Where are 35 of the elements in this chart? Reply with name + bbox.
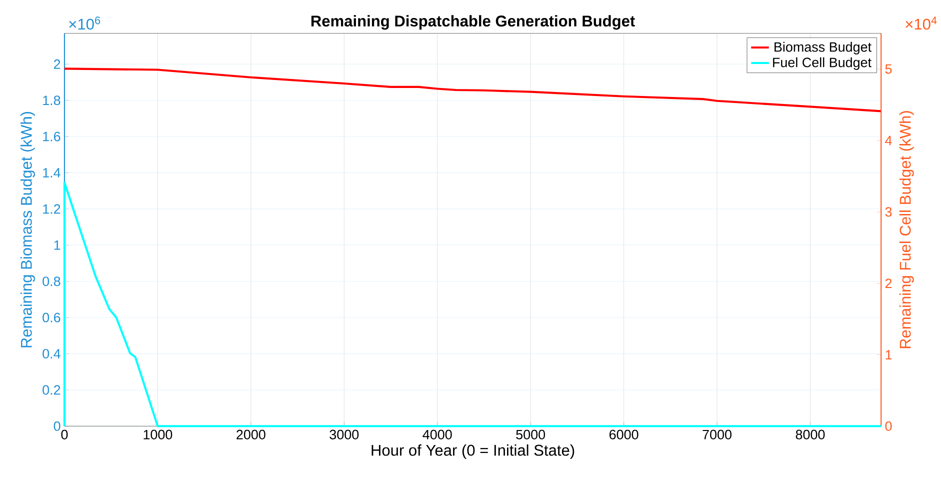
y-tick-label: 1.4 bbox=[43, 168, 60, 178]
legend-label: Fuel Cell Budget bbox=[773, 57, 872, 70]
y-tick-label: 0.2 bbox=[42, 385, 60, 395]
x-tick-label: 6000 bbox=[610, 430, 638, 440]
x-tick-label: 5000 bbox=[516, 430, 546, 440]
y-axis-title: Remaining Biomass Budget (kWh) bbox=[20, 112, 35, 348]
x-tick-label: 8000 bbox=[796, 430, 825, 440]
y2-tick-label: 0 bbox=[885, 421, 892, 431]
text: ×10$^{6}$ bbox=[69, 16, 100, 30]
line-series bbox=[63, 181, 882, 428]
x-axis-title: Hour of Year (0 = Initial State) bbox=[372, 444, 574, 459]
legend-label: Biomass Budget bbox=[774, 42, 872, 54]
y2-tick-label: 2 bbox=[885, 278, 892, 288]
x-tick-label: 2000 bbox=[236, 430, 266, 440]
chart-title: Remaining Dispatchable Generation Budget bbox=[311, 15, 635, 30]
y-tick-label: 2 bbox=[54, 59, 60, 69]
x-tick-label: 1000 bbox=[144, 430, 172, 440]
y-tick-label: 1.8 bbox=[43, 95, 60, 105]
y-tick-label: 1.2 bbox=[43, 204, 60, 214]
y2-tick-label: 4 bbox=[885, 136, 892, 146]
y-tick-label: 1.6 bbox=[43, 132, 60, 142]
x-tick-label: 0 bbox=[61, 430, 68, 440]
y-tick-label: 0.4 bbox=[42, 348, 60, 358]
y2-tick-label: 1 bbox=[886, 350, 892, 360]
x-tick-label: 4000 bbox=[422, 430, 452, 440]
text: ×10$^{4}$ bbox=[906, 16, 937, 30]
x-tick-label: 7000 bbox=[702, 430, 732, 440]
y2-axis-title: Remaining Fuel Cell Budget (kWh) bbox=[899, 111, 914, 348]
y2-tick-label: 5 bbox=[885, 64, 892, 74]
y-tick-label: 0.8 bbox=[42, 276, 60, 286]
y-tick-label: 0 bbox=[54, 421, 60, 431]
y-tick-label: 0.6 bbox=[42, 312, 60, 322]
y-tick-label: 1 bbox=[54, 240, 60, 250]
x-tick-label: 3000 bbox=[330, 430, 359, 440]
y2-tick-label: 3 bbox=[885, 207, 892, 217]
